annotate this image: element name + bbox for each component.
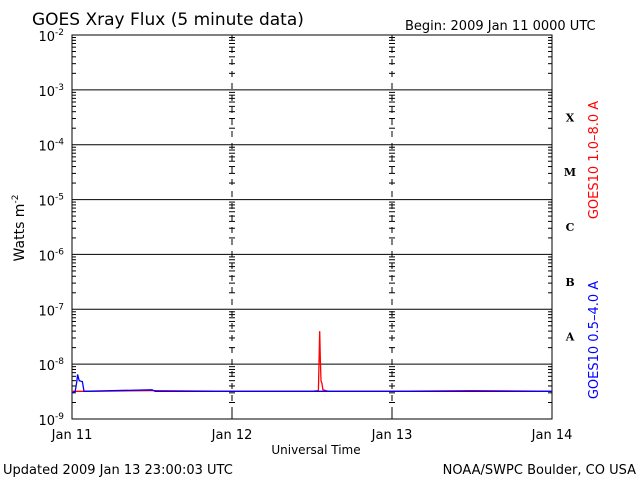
series-line-long-channel <box>72 331 553 392</box>
legend-long-channel: GOES10 1.0–8.0 A <box>587 101 602 219</box>
y-axis-label: Watts m-2 <box>11 195 28 262</box>
y-tick-label: 10-8 <box>38 357 64 374</box>
y-tick-label-exp: -3 <box>55 83 64 93</box>
y-tick-label-base: 10 <box>38 414 55 429</box>
y-tick-label-base: 10 <box>38 140 55 155</box>
x-tick-label: Jan 12 <box>211 428 253 443</box>
y-tick-label-exp: -8 <box>55 357 64 367</box>
credit-label: NOAA/SWPC Boulder, CO USA <box>443 463 636 478</box>
x-tick-label: Jan 13 <box>371 428 413 443</box>
y-tick-label: 10-7 <box>38 302 64 319</box>
flare-class-label: M <box>564 166 576 179</box>
legend-short-channel: GOES10 0.5–4.0 A <box>587 281 602 399</box>
y-tick-label-base: 10 <box>38 304 55 319</box>
y-tick-label: 10-4 <box>38 138 64 155</box>
chart-title: GOES Xray Flux (5 minute data) <box>32 10 304 30</box>
y-tick-label-exp: -6 <box>55 247 64 257</box>
y-tick-label: 10-5 <box>38 193 64 210</box>
flare-class-label: B <box>565 276 574 289</box>
series-line-short-channel <box>71 374 552 394</box>
y-tick-label: 10-6 <box>38 247 64 264</box>
x-tick-label: Jan 14 <box>531 428 573 443</box>
y-tick-label-exp: -4 <box>55 138 64 148</box>
plot-area: Jan 11 Jan 12 Jan 13 Jan 1410-910-810-710-6… <box>38 28 576 443</box>
plot-frame <box>71 34 553 420</box>
y-tick-label: 10-3 <box>38 83 64 100</box>
y-axis-label-base: Watts m <box>12 204 28 262</box>
x-axis-label: Universal Time <box>271 443 360 457</box>
begin-label: Begin: 2009 Jan 11 0000 UTC <box>405 19 596 34</box>
y-tick-label-exp: -5 <box>55 193 64 203</box>
flare-class-label: X <box>566 111 575 124</box>
y-tick-label-base: 10 <box>38 85 55 100</box>
flare-class-label: C <box>566 221 575 234</box>
y-tick-label-exp: -7 <box>55 302 64 312</box>
y-tick-label-base: 10 <box>38 195 55 210</box>
x-tick-label: Jan 11 <box>51 428 93 443</box>
y-axis-label-exp: -2 <box>11 195 21 204</box>
y-tick-label: 10-2 <box>38 28 64 45</box>
y-tick-label-exp: -2 <box>55 28 64 38</box>
y-tick-label: 10-9 <box>38 412 64 429</box>
updated-label: Updated 2009 Jan 13 23:00:03 UTC <box>3 463 233 478</box>
y-tick-label-base: 10 <box>38 30 55 45</box>
y-tick-label-base: 10 <box>38 249 55 264</box>
y-tick-label-exp: -9 <box>55 412 64 422</box>
flare-class-label: A <box>565 331 575 344</box>
y-tick-label-base: 10 <box>38 359 55 374</box>
